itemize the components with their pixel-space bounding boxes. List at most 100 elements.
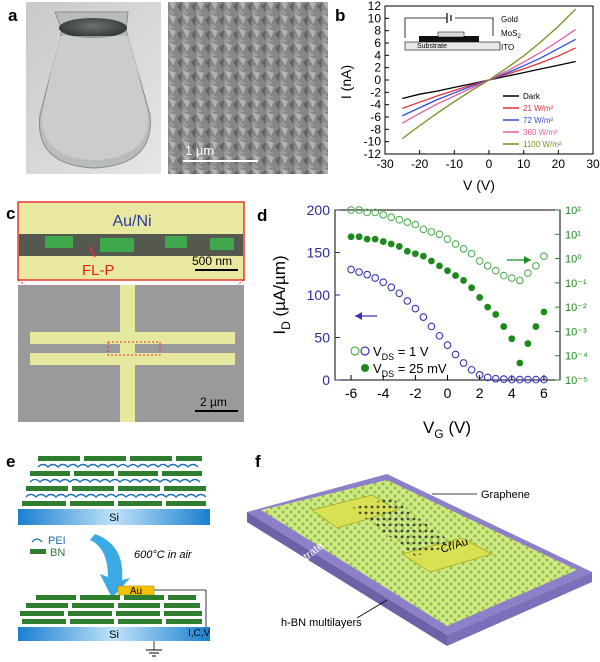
transfer-point xyxy=(411,304,420,313)
transfer-ytick-right-label: 10² xyxy=(565,205,581,217)
scale-bar-a-label: 1 µm xyxy=(185,143,214,158)
legend-2: VDS = 25 mV xyxy=(373,361,447,379)
transfer-point xyxy=(427,228,436,236)
transfer-point xyxy=(459,245,468,253)
iv-ytick-label: -12 xyxy=(364,147,382,161)
transfer-point xyxy=(443,341,452,349)
transfer-point xyxy=(475,371,484,379)
iv-xtick-label: 10 xyxy=(517,157,531,171)
transfer-point xyxy=(403,247,411,255)
icv-label: I,C,V xyxy=(188,628,211,639)
transfer-point xyxy=(355,233,363,241)
transfer-point xyxy=(516,359,524,367)
panel-a-label: a xyxy=(8,6,18,25)
panel-b: b Substrate Gold MoS2 ITO -30 -20 -10 0 10 20… xyxy=(335,0,600,200)
transfer-point xyxy=(435,331,444,340)
transfer-point xyxy=(387,240,395,248)
iv-ytick-label: -2 xyxy=(370,85,381,99)
bn-marker xyxy=(30,549,46,554)
transfer-point xyxy=(379,238,387,245)
stack-bottom: Au Si I,C,V xyxy=(18,585,211,657)
iv-ytick-label: 10 xyxy=(368,11,382,25)
transfer-point xyxy=(371,208,380,217)
iv-ytick-label: 12 xyxy=(368,0,382,13)
transfer-point xyxy=(483,262,492,270)
transfer-point xyxy=(411,220,420,229)
iv-xtick-label: 30 xyxy=(586,157,600,171)
panel-e-label: e xyxy=(6,452,16,471)
transfer-point xyxy=(428,257,435,265)
transfer-point xyxy=(500,323,508,330)
transfer-xlabel: VG (V) xyxy=(423,418,471,441)
transfer-point xyxy=(476,294,484,301)
iv-legend-entry: 1100 W/m² xyxy=(523,140,562,149)
au-ni-label: Au/Ni xyxy=(112,213,151,230)
dispersion-liquid xyxy=(59,18,127,38)
iv-ytick-label: 0 xyxy=(374,73,381,87)
panel-e: e Si PEI BN 600°C in air Au xyxy=(0,450,235,657)
transfer-point xyxy=(507,274,516,282)
iv-ytick-label: 4 xyxy=(374,48,381,62)
transfer-ytick-right-label: 10⁻¹ xyxy=(565,278,587,290)
transfer-point xyxy=(468,284,476,292)
transfer-point xyxy=(532,375,540,384)
transfer-point xyxy=(459,359,468,367)
transfer-xtick-label: 0 xyxy=(444,385,452,401)
transfer-point xyxy=(532,262,540,270)
iv-ytick-label: 2 xyxy=(374,61,381,75)
fl-p-label: FL-P xyxy=(82,262,115,279)
transfer-ytick-left-label: 100 xyxy=(307,287,331,303)
transfer-xtick-label: -2 xyxy=(409,385,422,401)
transfer-point xyxy=(347,265,355,274)
transfer-point xyxy=(355,268,363,276)
transfer-xtick-label: 2 xyxy=(476,385,484,401)
legend-1: VDS = 1 V xyxy=(373,344,429,362)
iv-legend-entry: 72 W/m² xyxy=(523,116,554,125)
transfer-ytick-left-label: 150 xyxy=(307,245,331,261)
left-axis-arrowhead xyxy=(355,312,362,320)
transfer-point xyxy=(411,250,419,258)
panel-f: f Cr/Au Graphene Si Substrate h-BN multi… xyxy=(237,450,600,657)
transfer-point xyxy=(507,375,516,384)
transfer-point xyxy=(395,289,404,298)
si-substrate-top xyxy=(18,509,210,525)
transfer-point xyxy=(355,206,363,214)
transfer-point xyxy=(444,267,451,275)
pei-marker xyxy=(31,538,43,543)
transfer-point xyxy=(532,323,540,330)
iv-xlabel: V (V) xyxy=(463,177,495,193)
transfer-point xyxy=(540,375,548,384)
panel-c: c Au/Ni FL-P 500 nm 2 µm xyxy=(0,200,265,425)
panel-c-label: c xyxy=(6,204,16,223)
transfer-point xyxy=(451,240,460,248)
iv-xtick-label: -10 xyxy=(446,157,464,171)
transfer-ytick-right-label: 10¹ xyxy=(565,229,581,241)
iv-legend-entry: Dark xyxy=(523,92,541,101)
transfer-point xyxy=(515,276,524,285)
si-top-label: Si xyxy=(109,512,119,524)
transfer-point xyxy=(419,252,427,260)
legend-e: PEI BN xyxy=(30,535,66,559)
transfer-point xyxy=(491,266,500,275)
transfer-point xyxy=(347,233,355,241)
graphene-label: Graphene xyxy=(481,489,530,501)
panel-d-label: d xyxy=(257,206,268,225)
stack-top: Si xyxy=(18,456,210,525)
bn-label: BN xyxy=(50,547,65,559)
transfer-point xyxy=(451,350,460,359)
inset-substrate: Substrate xyxy=(417,43,447,50)
panel-a-photos: 1 µm xyxy=(26,2,328,174)
transfer-point xyxy=(379,278,388,287)
legend-marker-green-open xyxy=(350,346,360,356)
iv-ytick-label: -10 xyxy=(364,135,382,149)
transfer-point xyxy=(540,252,548,260)
transfer-point xyxy=(387,213,396,222)
transfer-point xyxy=(363,208,371,217)
hbn-label: h-BN multilayers xyxy=(281,617,362,629)
transfer-point xyxy=(467,365,476,374)
iv-ylabel: I (nA) xyxy=(338,65,354,99)
transfer-xtick-label: -6 xyxy=(345,385,358,401)
transfer-ytick-right-label: 10⁻² xyxy=(565,302,587,314)
transfer-point xyxy=(379,211,388,219)
transfer-point xyxy=(435,230,444,239)
